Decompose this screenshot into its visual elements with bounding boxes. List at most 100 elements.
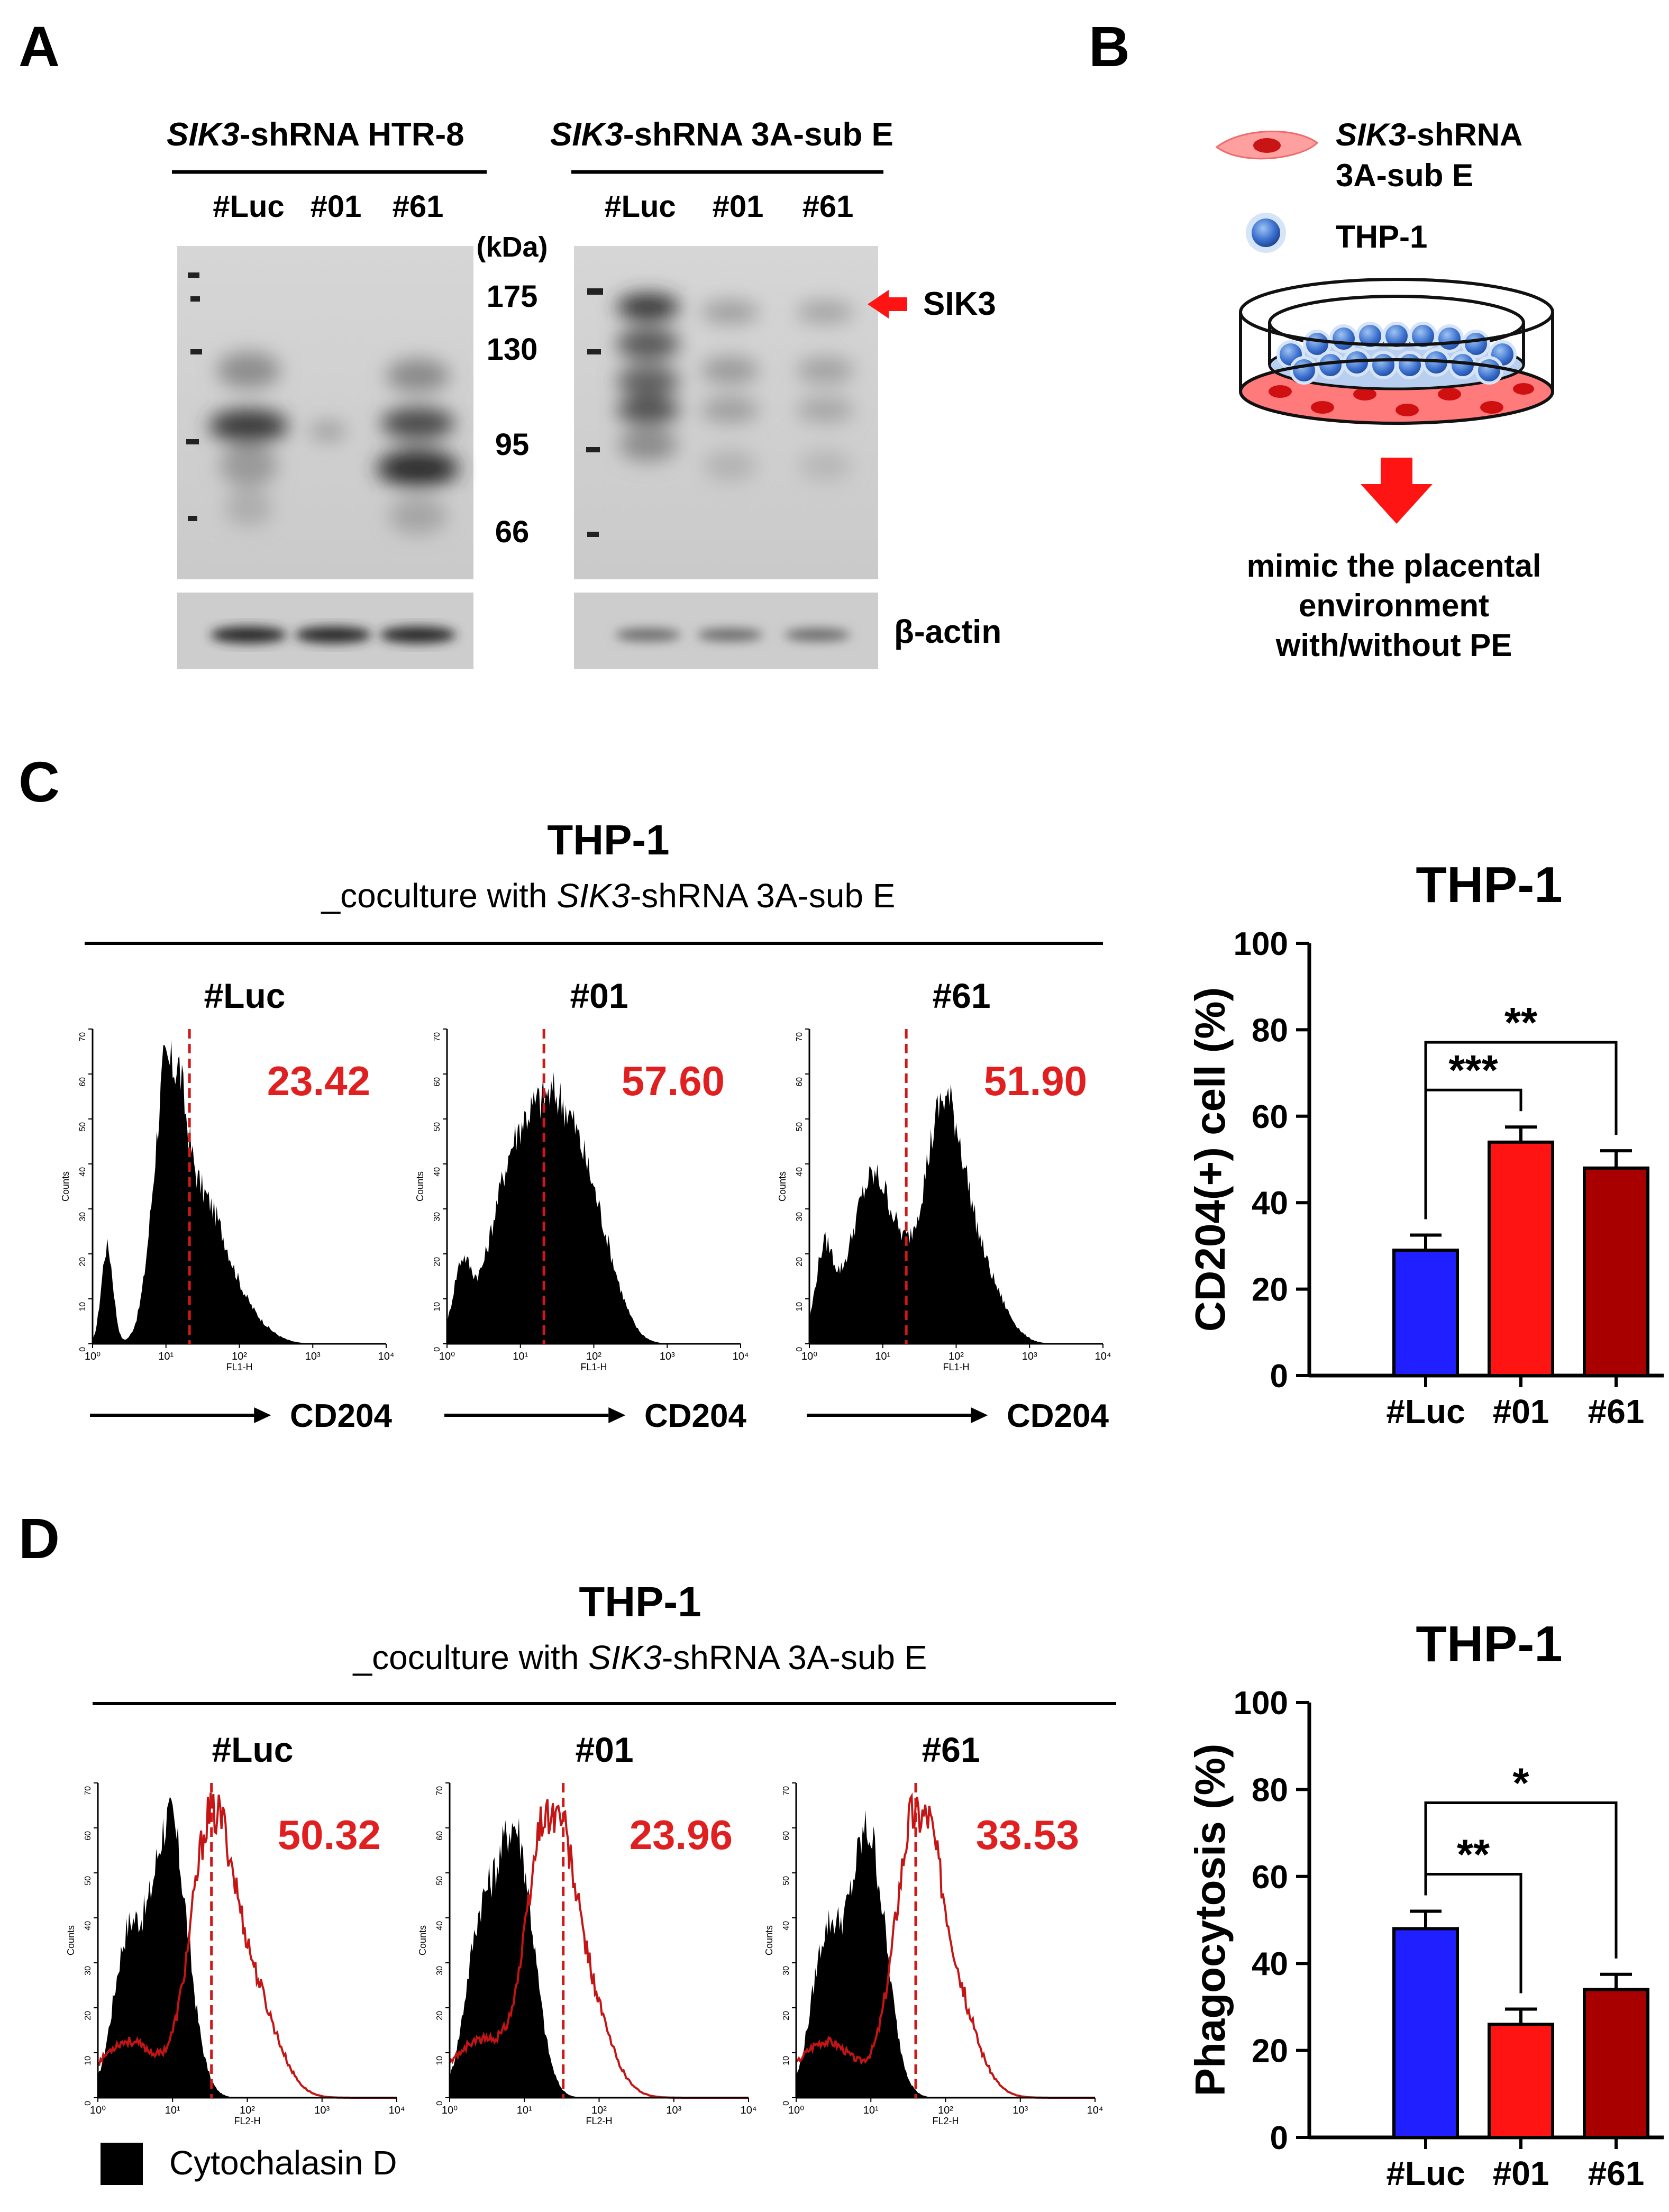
flow-histogram-2: #01 57.60 0 10 20 30 40 50 60 70 Counts 10⁰ 10¹ 10² 10… (415, 976, 749, 1434)
legend-cytochalasin: Cytochalasin D (169, 2144, 397, 2182)
x-tick-label: 10⁰ (85, 1351, 101, 1362)
flow-histogram-3: #61 33.53 0 10 20 30 40 50 60 70 Counts 10⁰ 10¹ 10² 10… (764, 1730, 1103, 2126)
x-tick-label: 10⁰ (442, 2105, 458, 2116)
y-tick-label: 70 (795, 1032, 804, 1042)
y-tick-label: 80 (1252, 1772, 1288, 1808)
flow-d-histograms: #Luc 50.32 0 10 20 30 40 50 60 70 Counts 10⁰ 10¹ 10² 1… (66, 1730, 1103, 2126)
y-tick-label: 60 (782, 1831, 791, 1841)
y-tick-label: 0 (433, 1347, 442, 1352)
actin-label: β-actin (894, 614, 1001, 650)
x-tick-label: 10¹ (863, 2105, 879, 2116)
y-tick-label: 10 (78, 1302, 87, 1312)
histogram-fill (809, 1083, 1103, 1344)
marker-175: 175 (487, 279, 538, 314)
panel-label-c: C (19, 750, 60, 814)
blot-group-htr8: SIK3-shRNA HTR-8 (167, 116, 464, 153)
x-tick-label: 10⁴ (1095, 1351, 1111, 1362)
x-tick-label: 10² (240, 2105, 255, 2116)
y-tick-label: 50 (795, 1122, 804, 1132)
bar (1392, 1249, 1459, 1378)
y-tick-label: 10 (84, 2056, 93, 2065)
x-tick-label: 10¹ (875, 1351, 890, 1362)
x-axis-title: FL1-H (943, 1362, 969, 1372)
y-tick-label: 60 (435, 1831, 444, 1841)
significance-bracket (1424, 1801, 1618, 1959)
y-axis-title: Counts (777, 1171, 788, 1201)
y-tick-label: 0 (84, 2101, 93, 2106)
lane-label: #Luc (213, 189, 284, 224)
y-tick-label: 20 (795, 1257, 804, 1267)
x-tick-label: 10⁴ (378, 1351, 395, 1362)
y-tick-label: 70 (84, 1786, 93, 1796)
x-axis-title: FL2-H (234, 2116, 260, 2126)
panel-label-b: B (1089, 14, 1130, 78)
y-tick-label: 70 (435, 1786, 444, 1796)
y-tick-label: 40 (78, 1167, 87, 1177)
flow-d-title: THP-1 (579, 1578, 701, 1625)
legend-thp1: THP-1 (1336, 219, 1427, 254)
bar (1392, 1927, 1459, 2139)
x-tick-label: 10⁰ (788, 2105, 804, 2116)
y-tick-label: 0 (795, 1347, 804, 1352)
caption-line: mimic the placental (1247, 548, 1542, 584)
flow-sample-label: #61 (932, 976, 990, 1015)
x-tick-label: 10¹ (517, 2105, 532, 2116)
y-tick-label: 40 (1252, 1946, 1288, 1982)
bar (1583, 1166, 1649, 1378)
y-tick-label: 50 (433, 1122, 442, 1132)
flow-sample-label: #01 (570, 976, 628, 1015)
gate-percent: 51.90 (984, 1058, 1087, 1104)
x-tick-label: 10³ (660, 1351, 675, 1362)
marker-label: CD204 (644, 1398, 747, 1434)
y-tick-label: 60 (84, 1831, 93, 1841)
bar-chart-title: THP-1 (1416, 1616, 1562, 1672)
western-blot: SIK3-shRNA HTR-8 SIK3-shRNA 3A-sub E #Lu… (167, 116, 1001, 669)
flow-histogram-2: #01 23.96 0 10 20 30 40 50 60 70 Counts 10⁰ 10¹ 10² 10… (417, 1730, 756, 2126)
x-tick-label: 10⁰ (801, 1351, 817, 1362)
marker-130: 130 (487, 332, 538, 367)
flow-c-title: THP-1 (547, 816, 669, 863)
y-axis-label: Phagocytosis (%) (1187, 1744, 1234, 2097)
gate-percent: 23.96 (630, 1812, 733, 1858)
y-tick-label: 100 (1234, 1685, 1288, 1722)
arrow-icon (254, 1407, 271, 1423)
x-axis-title: FL1-H (580, 1362, 607, 1372)
x-tick-label: 10² (232, 1351, 247, 1362)
x-tick-label: 10⁰ (90, 2105, 106, 2116)
histogram-fill (447, 1072, 741, 1344)
y-tick-label: 50 (84, 1876, 93, 1886)
y-tick-label: 10 (435, 2056, 444, 2065)
arrow-icon (971, 1407, 988, 1423)
x-tick-label: #01 (1493, 1392, 1549, 1431)
histogram-fill (98, 1797, 397, 2098)
x-tick-label: 10³ (314, 2105, 330, 2116)
kda-unit: (kDa) (476, 231, 548, 263)
sik3-arrow-icon (868, 290, 907, 318)
legend-cell-line: SIK3-shRNA (1336, 117, 1522, 152)
histogram-fill (93, 1040, 386, 1344)
y-tick-label: 60 (1252, 1099, 1288, 1135)
legend-cell-line2: 3A-sub E (1336, 158, 1473, 193)
y-tick-label: 30 (782, 1966, 791, 1976)
histogram-fill (450, 1817, 749, 2098)
marker-66: 66 (495, 515, 530, 549)
culture-dish (1239, 278, 1554, 425)
y-tick-label: 40 (435, 1921, 444, 1931)
y-tick-label: 0 (782, 2101, 791, 2106)
y-tick-label: 0 (1270, 2120, 1288, 2156)
y-axis-title: Counts (66, 1925, 76, 1955)
x-tick-label: 10² (948, 1351, 964, 1362)
y-tick-label: 60 (1252, 1859, 1288, 1896)
flow-sample-label: #Luc (204, 976, 285, 1015)
bar (1488, 2023, 1554, 2140)
bar (1583, 1988, 1649, 2140)
bar-chart-title: THP-1 (1416, 857, 1562, 913)
caption-line: environment (1299, 588, 1489, 623)
x-tick-label: #01 (1493, 2154, 1549, 2192)
bar (1488, 1140, 1554, 1378)
y-tick-label: 10 (782, 2056, 791, 2065)
red-cell-icon (1215, 130, 1319, 160)
x-tick-label: 10⁰ (439, 1351, 455, 1362)
